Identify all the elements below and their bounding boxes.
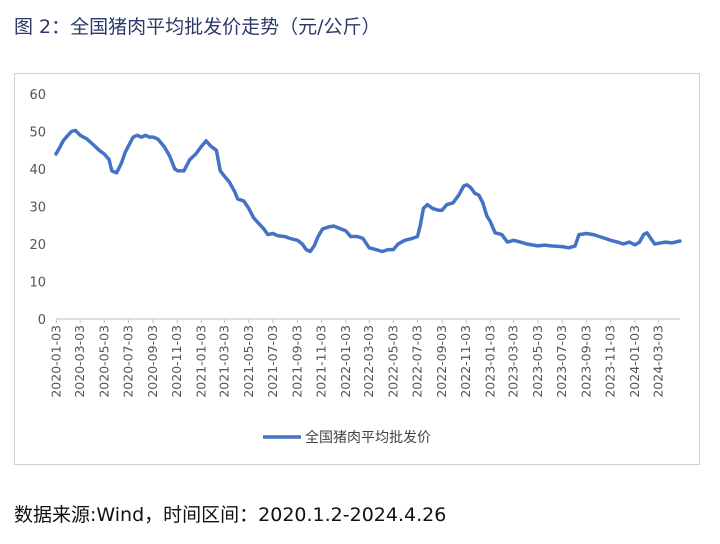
x-tick-label: 2021-03-03 [217, 325, 232, 398]
x-tick-label: 2023-01-03 [482, 325, 497, 398]
x-tick-label: 2022-01-03 [338, 325, 353, 398]
x-tick-label: 2021-07-03 [265, 325, 280, 398]
x-tick-label: 2022-05-03 [385, 325, 400, 398]
x-tick-label: 2023-03-03 [506, 325, 521, 398]
x-tick-label: 2023-11-03 [603, 325, 618, 398]
x-tick-label: 2021-11-03 [314, 325, 329, 398]
y-tick-label: 50 [29, 126, 46, 141]
y-tick-label: 20 [29, 238, 46, 253]
x-axis: 2020-01-03 2020-03-03 2020-05-03 2020-07-03… [48, 319, 666, 398]
x-tick-label: 2021-09-03 [290, 325, 305, 398]
x-tick-label: 2020-11-03 [169, 325, 184, 398]
x-tick-label: 2022-11-03 [458, 325, 473, 398]
figure-title: 图 2：全国猪肉平均批发价走势（元/公斤） [14, 16, 381, 38]
x-tick-label: 2022-07-03 [409, 325, 424, 398]
y-tick-label: 10 [29, 276, 46, 291]
y-tick-label: 0 [38, 313, 46, 328]
x-tick-label: 2022-03-03 [361, 325, 376, 398]
x-tick-label: 2024-01-03 [627, 325, 642, 398]
x-tick-label: 2023-07-03 [554, 325, 569, 398]
x-tick-label: 2020-07-03 [120, 325, 135, 398]
x-tick-label: 2021-01-03 [193, 325, 208, 398]
y-tick-label: 30 [29, 201, 46, 216]
legend-label: 全国猪肉平均批发价 [305, 429, 431, 446]
x-tick-label: 2024-03-03 [651, 325, 666, 398]
chart-frame: 0 10 20 30 40 50 60 2020-01-03 2020-03-03 2020-0… [14, 73, 700, 465]
x-tick-label: 2023-09-03 [579, 325, 594, 398]
x-tick-label: 2020-03-03 [72, 325, 87, 398]
legend: 全国猪肉平均批发价 [263, 429, 431, 446]
x-tick-label: 2020-09-03 [145, 325, 160, 398]
y-tick-label: 40 [29, 163, 46, 178]
y-tick-label: 60 [29, 88, 46, 103]
x-tick-label: 2021-05-03 [241, 325, 256, 398]
x-tick-label: 2022-09-03 [434, 325, 449, 398]
x-tick-label: 2020-05-03 [96, 325, 111, 398]
source-note: 数据来源:Wind，时间区间：2020.1.2-2024.4.26 [14, 504, 447, 526]
x-tick-label: 2023-05-03 [530, 325, 545, 398]
y-axis: 0 10 20 30 40 50 60 [29, 88, 46, 328]
series-line-pork-price [54, 128, 682, 254]
x-tick-label: 2020-01-03 [48, 325, 63, 398]
